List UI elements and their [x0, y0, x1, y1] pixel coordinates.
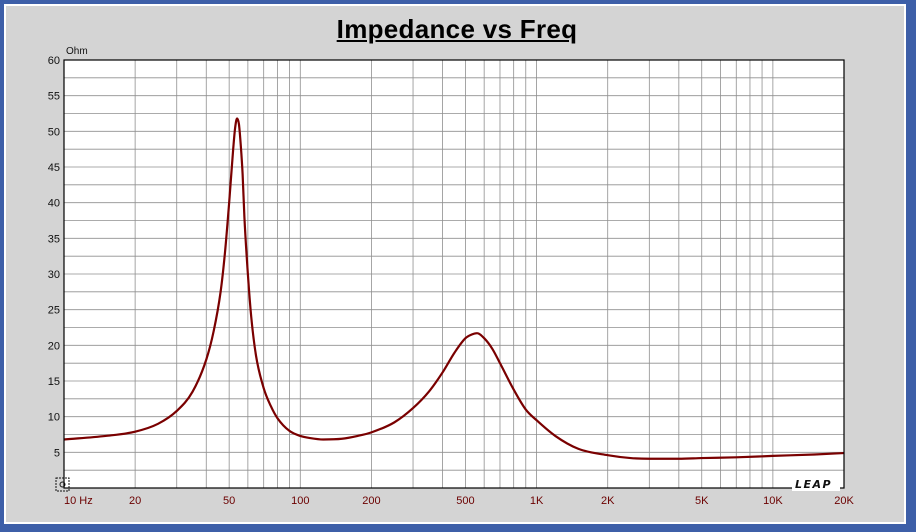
plot-border: [63, 59, 845, 489]
impedance-curve: [63, 117, 845, 460]
y-tick-label: 55: [48, 91, 60, 103]
grid: [64, 60, 844, 488]
chart-frame: Impedance vs Freq 5 10 15 20 25 30 35 40 45 50 55 6…: [4, 4, 906, 524]
y-tick-label: 20: [48, 340, 60, 352]
y-axis-ticks: 5 10 15 20 25 30 35 40 45 50 55 60: [48, 55, 60, 459]
chart-title: Impedance vs Freq: [336, 14, 578, 44]
y-tick-label: 50: [48, 126, 60, 138]
y-tick-label: 25: [48, 305, 60, 317]
x-tick-label: 20K: [834, 495, 854, 507]
x-axis-ticks: 10 Hz 20 50 100 200 500 1K 2K 5K 10K 20K: [64, 495, 854, 507]
x-tick-label: 5K: [695, 495, 709, 507]
x-tick-label: 10 Hz: [64, 495, 93, 507]
y-tick-label: 5: [54, 447, 60, 459]
x-tick-label: 50: [223, 495, 235, 507]
x-tick-label: 10K: [763, 495, 783, 507]
x-tick-label: 1K: [530, 495, 544, 507]
y-tick-label: 35: [48, 233, 60, 245]
y-tick-label: 60: [48, 55, 60, 67]
leap-logo: LEAP: [792, 477, 840, 491]
x-tick-label: 500: [456, 495, 474, 507]
leap-logo-text: LEAP: [795, 478, 832, 491]
x-tick-label: 200: [362, 495, 380, 507]
y-tick-label: 30: [48, 269, 60, 281]
x-tick-label: 2K: [601, 495, 615, 507]
impedance-chart: 5 10 15 20 25 30 35 40 45 50 55 60 10 Hz 20 50 100 200 5…: [48, 46, 855, 507]
y-tick-label: 40: [48, 198, 60, 210]
y-tick-label: 15: [48, 376, 60, 388]
y-tick-label: 10: [48, 412, 60, 424]
y-axis-unit-label: Ohm: [66, 46, 88, 57]
x-tick-label: 20: [129, 495, 141, 507]
origin-marker: [55, 477, 70, 492]
x-tick-label: 100: [291, 495, 309, 507]
y-tick-label: 45: [48, 162, 60, 174]
